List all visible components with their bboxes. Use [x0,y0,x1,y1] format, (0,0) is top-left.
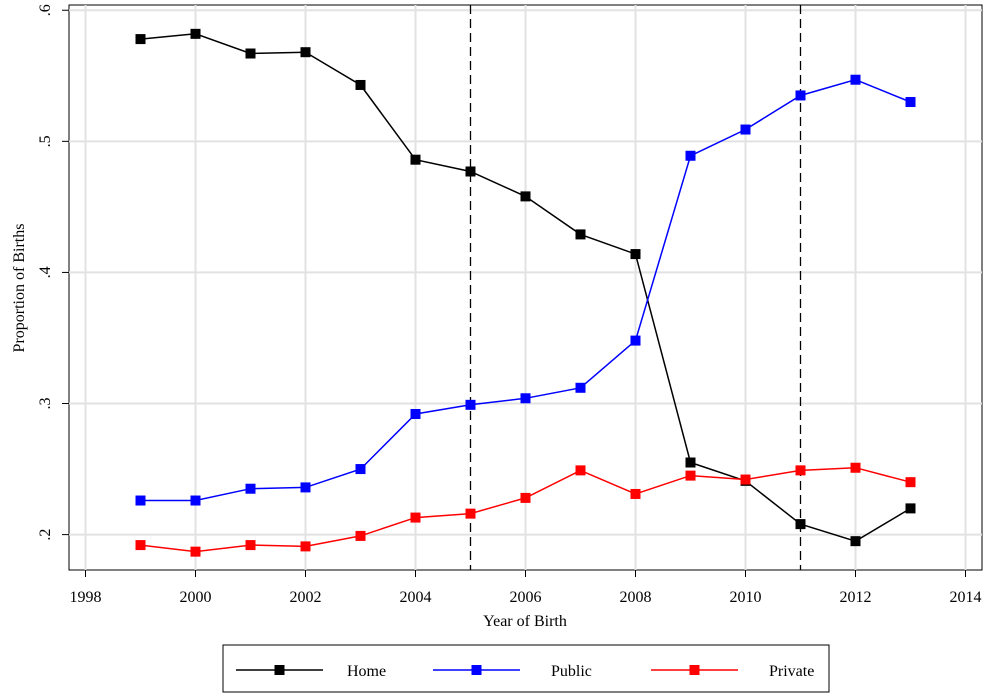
y-tick-label: .3 [37,398,54,410]
data-point-public [740,124,751,135]
data-point-home [355,79,366,90]
data-point-home [905,503,916,514]
series-layer [135,28,916,557]
x-tick-label: 2006 [510,589,542,606]
data-point-private [245,540,256,551]
data-point-public [850,74,861,85]
data-point-private [740,474,751,485]
data-point-private [190,546,201,557]
legend: Home Public Private [222,644,830,693]
data-point-private [685,470,696,481]
legend-marker-public [471,665,482,675]
data-point-public [410,409,421,420]
x-tick-label: 2000 [180,589,212,606]
reference-lines [469,5,802,570]
data-point-public [630,335,641,346]
legend-marker-home [274,665,285,675]
data-point-private [630,488,641,499]
data-point-home [300,47,311,58]
x-tick-label: 2008 [620,589,652,606]
data-point-public [465,399,476,410]
data-point-home [520,191,531,202]
data-point-public [520,393,531,404]
data-point-public [300,482,311,493]
data-point-home [245,48,256,59]
data-point-public [135,495,146,506]
x-tick-label: 1998 [70,589,102,606]
data-point-private [850,462,861,473]
data-point-home [410,154,421,165]
data-point-public [905,97,916,108]
axes: 1998 2000 2002 2004 2006 2008 2010 2012 2014 .2 .3… [37,4,982,606]
data-point-home [795,519,806,530]
data-point-public [355,464,366,475]
data-point-home [630,249,641,260]
data-point-private [795,465,806,476]
data-point-public [685,150,696,161]
legend-box [222,644,830,693]
y-tick-label: .5 [37,135,54,147]
legend-label-private: Private [769,663,814,680]
legend-label-public: Public [551,663,592,680]
data-point-private [575,465,586,476]
data-point-public [245,483,256,494]
data-point-private [905,477,916,488]
data-point-public [190,495,201,506]
series-public [135,74,916,506]
x-tick-label: 2004 [400,589,432,606]
data-point-private [520,492,531,503]
data-point-home [190,28,201,39]
data-point-home [465,166,476,177]
data-point-private [135,540,146,551]
data-point-home [135,34,146,45]
x-axis-title: Year of Birth [483,613,567,630]
data-point-private [355,530,366,541]
legend-label-home: Home [347,663,386,680]
series-home [135,28,916,547]
y-axis-title: Proportion of Births [11,224,28,353]
x-tick-label: 2012 [840,589,872,606]
data-point-private [300,541,311,552]
x-tick-label: 2010 [730,589,762,606]
x-tick-label: 2002 [290,589,322,606]
y-tick-label: .2 [37,529,54,541]
data-point-home [685,457,696,468]
data-point-public [575,382,586,393]
y-tick-label: .6 [37,4,54,16]
y-tick-label: .4 [37,266,54,278]
data-point-public [795,90,806,101]
x-tick-label: 2014 [950,589,982,606]
data-point-private [465,508,476,519]
data-point-private [410,512,421,523]
legend-marker-private [689,665,700,675]
series-private [135,462,916,557]
data-point-home [575,229,586,240]
data-point-home [850,536,861,547]
